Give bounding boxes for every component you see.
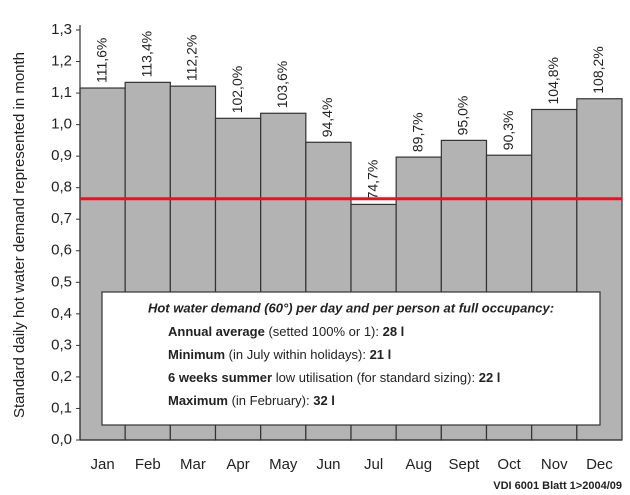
box-line-label: Annual average	[168, 324, 265, 339]
y-tick-label: 1,2	[51, 53, 72, 70]
box-line-text: low utilisation (for standard sizing):	[272, 370, 479, 385]
x-tick-label: Aug	[405, 456, 432, 473]
source: VDI 6001 Blatt 1>2004/09	[493, 480, 622, 492]
x-tick-label: Feb	[135, 456, 161, 473]
x-tick-label: May	[269, 456, 298, 473]
y-tick-label: 0,1	[51, 399, 72, 416]
box-line-amount: 28 l	[383, 324, 405, 339]
y-tick-label: 0,5	[51, 273, 72, 290]
box-line: Maximum (in February): 32 l	[168, 393, 335, 408]
value-label: 89,7%	[409, 112, 425, 152]
value-label: 102,0%	[229, 66, 245, 113]
box-line-text: (setted 100% or 1):	[265, 324, 383, 339]
box-frame	[101, 291, 601, 426]
y-tick-label: 0,0	[51, 431, 72, 448]
y-axis-label: Standard daily hot water demand represen…	[11, 52, 28, 418]
annotation-box: Hot water demand (60°) per day and per p…	[101, 291, 601, 426]
y-tick-label: 0,7	[51, 210, 72, 227]
value-label: 95,0%	[455, 96, 471, 136]
x-tick-label: Dec	[586, 456, 613, 473]
box-line: Annual average (setted 100% or 1): 28 l	[168, 324, 404, 339]
x-tick-label: Mar	[180, 456, 206, 473]
value-label: 108,2%	[590, 46, 606, 93]
value-label: 113,4%	[138, 31, 154, 77]
box-line-label: Maximum	[168, 393, 228, 408]
box-line-label: 6 weeks summer	[168, 370, 272, 385]
y-tick-label: 1,1	[51, 84, 72, 101]
box-line: 6 weeks summer low utilisation (for stan…	[168, 370, 500, 385]
x-tick-label: Apr	[226, 456, 249, 473]
value-label: 104,8%	[545, 57, 561, 104]
y-tick-label: 1,0	[51, 116, 72, 133]
y-tick-label: 0,8	[51, 179, 72, 196]
y-tick-label: 0,2	[51, 368, 72, 385]
box-line-text: (in February):	[228, 393, 313, 408]
value-label: 90,3%	[500, 111, 516, 151]
x-tick-label: Oct	[497, 456, 521, 473]
x-tick-label: Jun	[316, 456, 340, 473]
y-tick-label: 0,3	[51, 336, 72, 353]
box-line-amount: 22 l	[479, 370, 501, 385]
box-line-text: (in July within holidays):	[225, 347, 370, 362]
box-heading: Hot water demand (60°) per day and per p…	[148, 300, 554, 315]
box-line-amount: 21 l	[370, 347, 392, 362]
value-label: 112,2%	[184, 35, 200, 81]
y-tick-label: 0,4	[51, 305, 72, 322]
y-tick-label: 0,6	[51, 242, 72, 259]
box-line-label: Minimum	[168, 347, 225, 362]
x-tick-label: Sept	[448, 456, 480, 473]
value-label: 94,4%	[319, 98, 335, 138]
x-tick-label: Jul	[364, 456, 383, 473]
value-label: 103,6%	[274, 61, 290, 108]
y-tick-label: 1,3	[51, 21, 72, 38]
value-label: 74,7%	[364, 160, 380, 200]
value-label: 111,6%	[93, 38, 109, 83]
box-line: Minimum (in July within holidays): 21 l	[168, 347, 391, 362]
y-tick-label: 0,9	[51, 147, 72, 164]
box-line-amount: 32 l	[313, 393, 335, 408]
x-tick-label: Jan	[90, 456, 114, 473]
x-tick-label: Nov	[541, 456, 568, 473]
